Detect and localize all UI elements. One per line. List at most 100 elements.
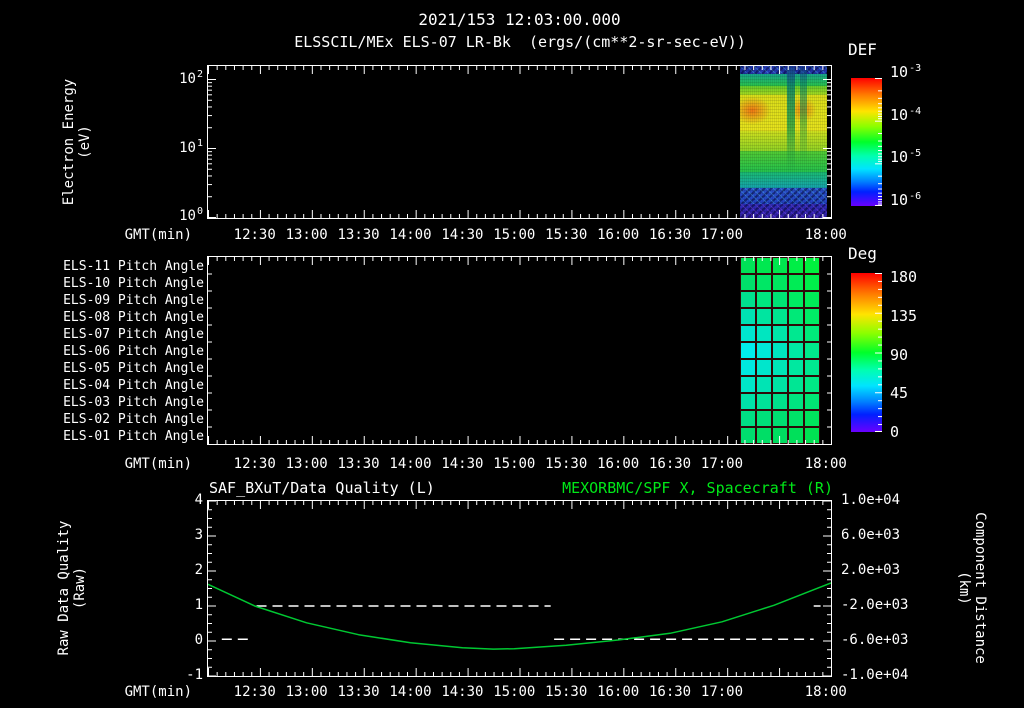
panel3-right-y-axis-label-line1: Component Distance <box>972 512 988 664</box>
pitch-angle-cell <box>757 326 771 341</box>
pitch-angle-cell <box>741 411 755 426</box>
spectrogram-panel <box>207 65 832 219</box>
def-colorbar-tick-label: 10-3 <box>890 63 922 81</box>
pitch-angle-cell <box>805 292 819 307</box>
x-tick-label: 13:30 <box>337 227 380 243</box>
panel3-right-y-axis-label: Component Distance (km) <box>955 488 989 688</box>
raw-quality-tick-label: 0 <box>194 632 203 648</box>
deg-colorbar-title: Deg <box>848 244 877 263</box>
pitch-angle-cell <box>757 343 771 358</box>
spectrogram-noise-overlay <box>740 66 827 218</box>
x-tick-label: 16:00 <box>597 456 640 472</box>
pitch-angle-cell <box>773 428 787 443</box>
x-tick-label: 15:30 <box>545 684 588 700</box>
spectrogram-band <box>740 187 827 205</box>
x-tick-label: 16:30 <box>648 684 692 700</box>
energy-tick-label: 102 <box>179 69 203 87</box>
deg-colorbar-tick-label: 135 <box>890 307 918 325</box>
pitch-angle-cell <box>741 343 755 358</box>
deg-colorbar <box>851 273 882 432</box>
x-tick-label: 15:00 <box>493 684 536 700</box>
pitch-angle-cell <box>773 360 787 375</box>
spectrogram-band <box>740 94 827 132</box>
spectrogram-band <box>740 66 827 75</box>
pitch-angle-cell <box>773 275 787 290</box>
x-tick-label: 18:00 <box>804 684 847 700</box>
raw-quality-tick-label: 3 <box>194 527 203 543</box>
pitch-angle-cell <box>789 377 803 392</box>
pitch-angle-cell <box>789 394 803 409</box>
pitch-angle-row-label: ELS-06 Pitch Angle <box>63 343 204 359</box>
pitch-angle-cell <box>773 394 787 409</box>
pitch-angle-cell <box>757 309 771 324</box>
x-tick-label: 16:00 <box>597 684 640 700</box>
pitch-angle-cell <box>789 428 803 443</box>
panel3-axis-ticks <box>208 501 831 676</box>
spectrogram-band <box>740 172 827 189</box>
def-colorbar <box>851 78 882 206</box>
panel3-left-y-axis-label-line2: (Raw) <box>72 566 88 610</box>
spectrogram-data <box>740 66 827 218</box>
pitch-angle-cell <box>789 275 803 290</box>
panel1-y-axis-label-line1: Electron Energy <box>61 78 77 206</box>
panel3-x-axis-title: GMT(min) <box>124 684 192 700</box>
pitch-angle-cell <box>741 394 755 409</box>
panel3-left-y-axis-label-line1: Raw Data Quality <box>56 520 72 656</box>
x-tick-label: 18:00 <box>804 227 847 243</box>
pitch-angle-cell <box>757 258 771 273</box>
panel2-axis-ticks <box>208 257 831 444</box>
panel3-left-title: SAF_BXuT/Data Quality (L) <box>209 479 435 497</box>
pitch-angle-cell <box>789 411 803 426</box>
deg-colorbar-gradient <box>851 273 882 432</box>
x-tick-label: 14:30 <box>441 227 484 243</box>
x-tick-label: 13:30 <box>337 684 380 700</box>
pitch-angle-cell <box>741 326 755 341</box>
panel3-right-y-axis-label-line2: (km) <box>956 571 972 605</box>
deg-colorbar-tick-label: 180 <box>890 268 918 286</box>
pitch-angle-row-label: ELS-07 Pitch Angle <box>63 326 204 342</box>
panel1-y-axis-label: Electron Energy (eV) <box>60 42 94 242</box>
pitch-angle-cell <box>757 428 771 443</box>
pitch-angle-cell <box>805 411 819 426</box>
x-tick-label: 16:30 <box>648 227 692 243</box>
x-tick-label: 12:30 <box>233 456 276 472</box>
pitch-angle-row-label: ELS-03 Pitch Angle <box>63 394 204 410</box>
x-tick-label: 12:30 <box>233 227 276 243</box>
pitch-angle-cell <box>773 258 787 273</box>
panel1-x-axis-title: GMT(min) <box>124 227 192 243</box>
pitch-angle-cell <box>789 292 803 307</box>
def-colorbar-title: DEF <box>848 40 877 59</box>
pitch-angle-cell <box>757 292 771 307</box>
pitch-angle-cell <box>805 309 819 324</box>
panel1-y-axis-label-line2: (eV) <box>77 125 93 159</box>
page-title: 2021/153 12:03:00.000 <box>418 10 621 29</box>
pitch-angle-cell <box>805 394 819 409</box>
pitch-angle-cell <box>805 326 819 341</box>
pitch-angle-cell <box>757 360 771 375</box>
x-tick-label: 15:30 <box>545 456 588 472</box>
pitch-angle-cell <box>805 360 819 375</box>
pitch-angle-row-label: ELS-11 Pitch Angle <box>63 258 204 274</box>
panel3-x-axis: GMT(min) 12:30 13:00 13:30 14:00 14:30 15:00 1… <box>0 684 1024 701</box>
x-tick-label: 12:30 <box>233 684 276 700</box>
x-tick-label: 14:00 <box>389 684 432 700</box>
distance-tick-label: -6.0e+03 <box>841 632 909 648</box>
raw-quality-tick-label: 4 <box>194 492 203 508</box>
pitch-angle-cell <box>741 377 755 392</box>
x-tick-label: 18:00 <box>804 456 847 472</box>
x-tick-label: 13:00 <box>285 684 328 700</box>
x-tick-label: 17:00 <box>700 684 744 700</box>
pitch-angle-cell <box>805 343 819 358</box>
pitch-angle-row-label: ELS-04 Pitch Angle <box>63 377 204 393</box>
panel3-right-title: MEXORBMC/SPF X, Spacecraft (R) <box>562 479 833 497</box>
x-tick-label: 16:00 <box>597 227 640 243</box>
spectrogram-dropout <box>787 66 796 176</box>
x-tick-label: 17:00 <box>700 227 744 243</box>
pitch-angle-cell <box>757 275 771 290</box>
def-colorbar-tick-label: 10-6 <box>890 191 922 209</box>
pitch-angle-cell <box>757 377 771 392</box>
panel1-x-axis: GMT(min) 12:30 13:00 13:30 14:00 14:30 15:00 1… <box>0 227 1024 244</box>
pitch-angle-cell <box>741 428 755 443</box>
deg-colorbar-tick-label: 0 <box>890 423 900 441</box>
pitch-angle-cell <box>741 360 755 375</box>
